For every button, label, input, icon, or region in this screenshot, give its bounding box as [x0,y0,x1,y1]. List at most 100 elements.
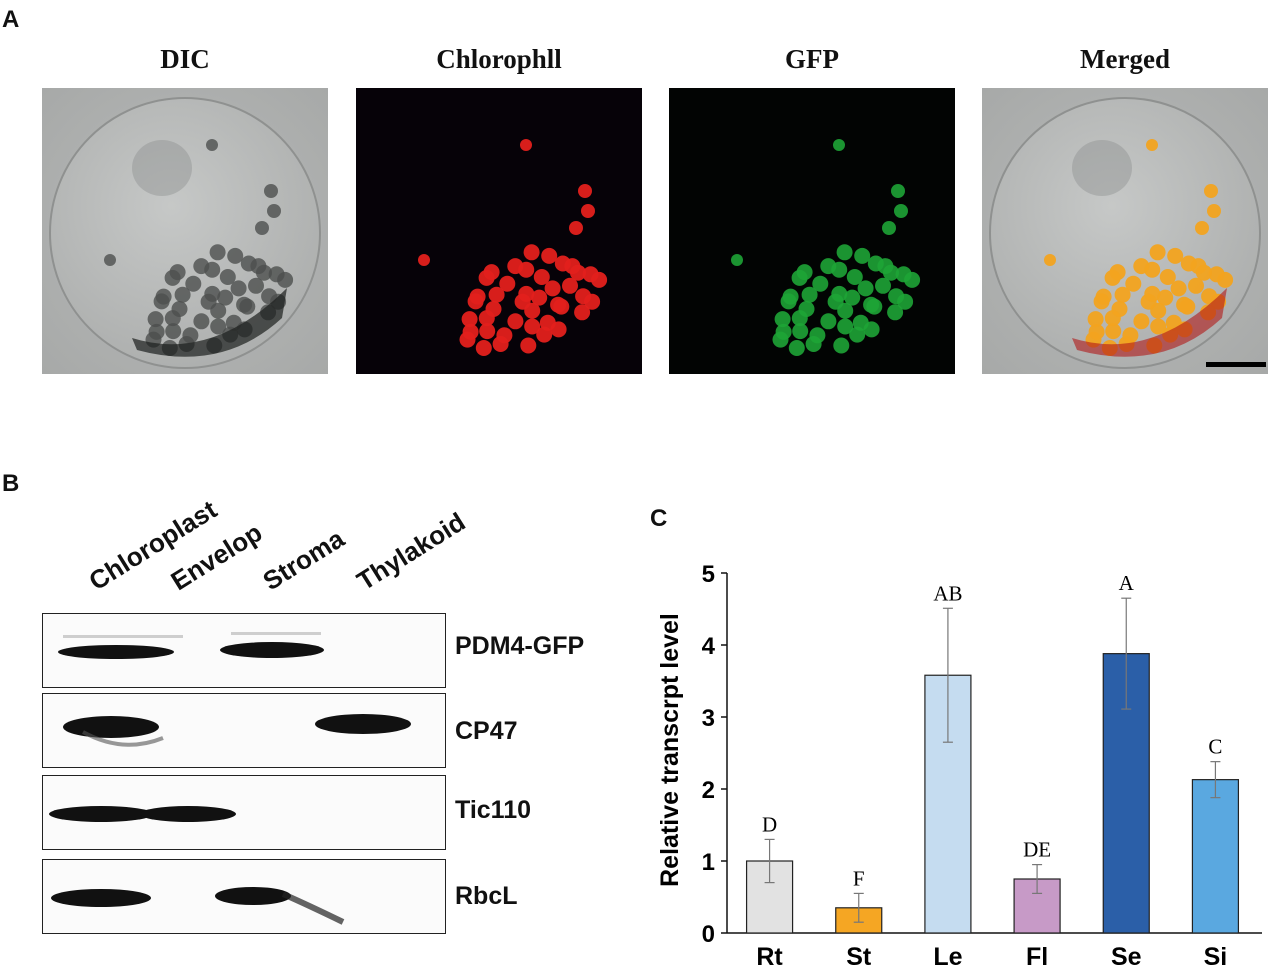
chloroplast-dot [169,264,186,281]
chloroplast-dot [582,266,599,283]
chloroplast-dot [852,314,869,331]
chloroplast-dot [240,255,257,272]
chloroplast-dot [499,275,516,292]
chloroplast-dot [875,277,891,294]
chloroplast-dot [809,327,826,344]
chloroplast-dot [887,304,904,321]
chloroplast-dot [894,204,908,218]
chlorophyll-title: Chlorophll [436,44,562,74]
chloroplast-dot [1125,275,1142,292]
chloroplast-dot [248,277,264,294]
chloroplast-dot [1087,311,1104,328]
chloroplast-dot [574,304,591,321]
chloroplast-dot [1180,255,1197,272]
x-tick-label: Rt [756,943,783,969]
chloroplast-dot [533,269,550,285]
chloroplast-dot [820,313,837,330]
chloroplast-dot [209,244,226,261]
chloroplast-dot [796,264,813,281]
dic-image [42,88,328,374]
chloroplast-dot [165,323,182,340]
chloroplast-dot [255,221,269,235]
chloroplast-dot [562,277,578,294]
chloroplast-dot [462,323,479,340]
chloroplast-dot [1095,288,1112,305]
chloroplast-dot [185,275,202,292]
chloroplast-dot [475,340,492,356]
chloroplast-dot [888,288,905,305]
blot-rbcl [42,859,446,934]
chloroplast-dot [1150,318,1167,335]
x-tick-label: Fl [1026,943,1048,969]
bar-si [1191,779,1240,934]
gfp-image [669,88,955,374]
chloroplast-dot [236,296,253,313]
significance-label: AB [933,581,962,605]
chloroplast-dot [798,301,815,317]
chloroplast-dot [895,266,912,283]
chloroplast-dot [820,258,837,275]
chloroplast-dot [554,255,571,272]
chloroplast-dot [867,255,884,272]
y-tick-label: 0 [702,921,715,948]
y-tick-label: 3 [702,705,715,732]
chloroplast-dot [575,288,592,305]
chloroplast-dot [1114,286,1131,303]
chloroplast-dot [531,289,548,306]
chloroplast-dot [210,318,227,335]
chloroplast-dot [774,311,791,328]
chloroplast-dot [863,296,880,313]
chloroplast-dot [1204,184,1218,198]
chloroplast-dot [1170,280,1187,297]
chloroplast-dot [227,247,244,264]
chloroplast-dot [550,296,567,313]
panel-c-letter: C [650,505,668,532]
dic-title: DIC [160,44,210,74]
x-tick-label: St [846,943,872,969]
significance-label: A [1119,571,1135,595]
chloroplast-dot [104,254,116,266]
chloroplast-dot [812,275,829,292]
chloroplast-dot [792,323,809,340]
chloroplast-dot [485,301,502,317]
panel-a-letter: A [2,6,20,33]
blot-label-cp47: CP47 [455,717,518,745]
chloroplast-dot [507,258,524,275]
bar-chart: 0 1 2 3 4 5 D Rt F St AB Le DE Fl A Se C Si Relative tra… [656,561,1262,969]
chloroplast-dot [148,323,165,340]
chloroplast-dot [831,285,848,302]
chloroplast-dot [833,337,850,354]
chloroplast-dot [833,139,845,151]
chloroplast-dot [230,280,247,297]
chloroplast-dot [1144,285,1161,302]
chloroplast-dot [219,269,236,285]
chloroplast-dot [837,318,854,335]
gfp-title: GFP [785,44,839,74]
chloroplast-dot [541,247,558,264]
chloroplast-dot [1109,264,1126,281]
chloroplast-dot [268,266,285,283]
chloroplast-dot [1207,204,1221,218]
chloroplast-dot [1146,139,1158,151]
chart-axes: 0 1 2 3 4 5 [702,561,1262,948]
chloroplast-dot [891,184,905,198]
chloroplast-dot [544,280,561,297]
chloroplast-dot [1149,244,1166,261]
chloroplast-dot [518,285,535,302]
chloroplast-dot [461,311,478,328]
chloroplast-dot [523,244,540,261]
chloroplast-dot [1195,221,1209,235]
chloroplast-dot [1088,323,1105,340]
chloroplast-dot [539,314,556,331]
chloroplast-dot [1176,296,1193,313]
chloroplast-dot [844,289,861,306]
chloroplast-dot [520,337,537,354]
chloroplast-dot [569,221,583,235]
blot-label-tic110: Tic110 [455,796,532,824]
chloroplast-dot [524,318,541,335]
chloroplast-dot [217,289,234,306]
chloroplast-dot [775,323,792,340]
y-tick-label: 4 [702,633,716,660]
chloroplast-dot [264,184,278,198]
blot-cp47 [42,693,446,768]
